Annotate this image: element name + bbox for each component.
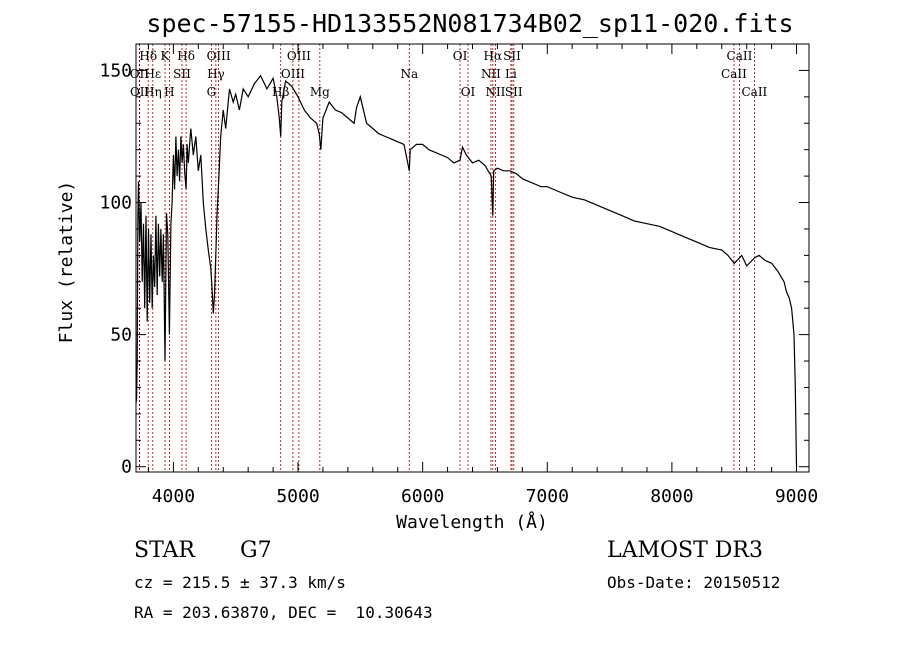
x-axis-ticks: 4000 5000 6000 7000 8000 9000 xyxy=(147,44,818,507)
line-label-7: SII xyxy=(173,67,191,81)
line-label-5: K xyxy=(161,49,171,63)
line-label-13: OIII xyxy=(287,49,311,63)
line-label-4: Hη xyxy=(144,85,162,99)
line-label-20: NII xyxy=(481,67,501,81)
line-label-24: SII xyxy=(505,85,523,99)
line-label-8: Hδ xyxy=(177,49,195,63)
x-tick-label-2: 6000 xyxy=(401,486,444,507)
redshift-velocity: cz = 215.5 ± 37.3 km/s xyxy=(134,573,346,592)
y-tick-label-0: 0 xyxy=(121,457,132,478)
chart-title: spec-57155-HD133552N081734B02_sp11-020.f… xyxy=(146,9,793,38)
line-label-22: SII xyxy=(503,49,521,63)
line-label-10: Hγ xyxy=(207,67,225,81)
line-label-15: Mg xyxy=(310,85,330,99)
line-label-18: OI xyxy=(461,85,476,99)
plot-frame xyxy=(135,43,810,473)
spectrum-line xyxy=(135,74,798,467)
spectrum-chart: spec-57155-HD133552N081734B02_sp11-020.f… xyxy=(56,9,818,533)
line-label-23: Li xyxy=(505,67,517,81)
y-tick-label-2: 100 xyxy=(99,193,132,214)
survey-name: LAMOST DR3 xyxy=(607,538,763,563)
line-label-27: CaII xyxy=(741,85,767,99)
line-label-16: Na xyxy=(400,67,418,81)
line-label-26: CaII xyxy=(721,67,747,81)
y-tick-label-1: 50 xyxy=(110,325,132,346)
x-tick-label-0: 4000 xyxy=(152,486,195,507)
y-axis-ticks: 0 50 100 150 xyxy=(99,43,809,478)
object-class: STAR xyxy=(134,538,195,563)
line-label-2: OII xyxy=(130,85,150,99)
line-label-21: NII xyxy=(485,85,505,99)
x-tick-label-5: 9000 xyxy=(775,486,818,507)
line-label-9: OIII xyxy=(207,49,231,63)
observation-date: Obs-Date: 20150512 xyxy=(607,573,781,592)
x-tick-label-4: 8000 xyxy=(650,486,693,507)
line-label-0: Hδ xyxy=(139,49,157,63)
x-tick-label-3: 7000 xyxy=(526,486,569,507)
object-subclass: G7 xyxy=(240,538,272,563)
x-tick-label-1: 5000 xyxy=(276,486,319,507)
line-label-14: OIII xyxy=(281,67,305,81)
line-label-17: OI xyxy=(453,49,468,63)
y-tick-label-3: 150 xyxy=(99,60,132,81)
x-axis-label: Wavelength (Å) xyxy=(396,511,548,533)
line-markers xyxy=(138,44,755,472)
line-label-19: Hα xyxy=(484,49,503,63)
line-label-6: H xyxy=(164,85,174,99)
y-axis-label: Flux (relative) xyxy=(56,181,77,344)
line-label-3: Hε xyxy=(144,67,161,81)
line-label-11: G xyxy=(207,85,217,99)
coordinates: RA = 203.63870, DEC = 10.30643 xyxy=(134,603,433,622)
line-label-25: CaII xyxy=(727,49,753,63)
